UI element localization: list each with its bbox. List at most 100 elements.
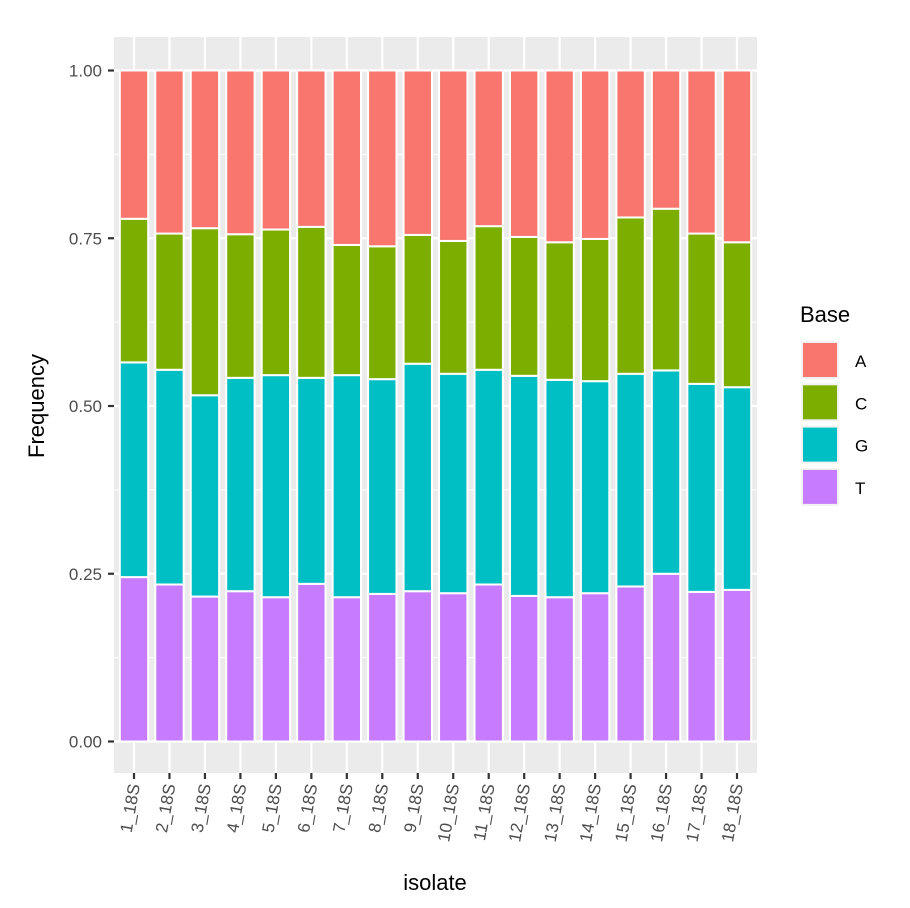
bar-segment-G bbox=[367, 378, 398, 595]
bar-stack bbox=[721, 69, 753, 743]
y-tick-label: 0.00 bbox=[69, 733, 102, 752]
bar-segment-T bbox=[544, 596, 575, 743]
bar-segment-A bbox=[544, 69, 575, 244]
bar-segment-T bbox=[331, 596, 363, 743]
x-tick-label: 4_18S bbox=[223, 782, 250, 834]
bar-segment-C bbox=[615, 216, 646, 375]
x-axis: 1_18S 2_18S 3_18S 4_18S 5_18S 6_18S 7_18S 8_18S… bbox=[117, 773, 747, 843]
bar-segment-A bbox=[225, 69, 256, 236]
bar-segment-T bbox=[721, 588, 753, 743]
bar-segment-G bbox=[154, 368, 185, 586]
bar-segment-T bbox=[260, 596, 292, 743]
bar-stack bbox=[579, 69, 611, 743]
bar-stack bbox=[118, 69, 150, 743]
bar-segment-A bbox=[508, 69, 540, 238]
bar-segment-G bbox=[260, 374, 292, 599]
bar-stack bbox=[615, 69, 646, 743]
bar-segment-A bbox=[686, 69, 717, 235]
bar-segment-C bbox=[579, 237, 611, 383]
bar-segment-T bbox=[473, 583, 504, 743]
bar-segment-A bbox=[154, 69, 185, 235]
x-tick-label: 11_18S bbox=[470, 782, 499, 842]
y-axis-title: Frequency bbox=[24, 354, 49, 458]
bar-segment-A bbox=[260, 69, 292, 231]
bar-segment-A bbox=[402, 69, 433, 236]
bar-segment-G bbox=[650, 369, 682, 575]
bar-segment-G bbox=[296, 376, 327, 585]
bar-segment-C bbox=[118, 217, 150, 364]
bar-segment-G bbox=[225, 376, 256, 593]
legend: Base A C G T bbox=[800, 302, 868, 506]
legend-item-G: G bbox=[801, 425, 868, 464]
x-tick-label: 14_18S bbox=[576, 782, 605, 843]
x-tick-label: 7_18S bbox=[330, 782, 357, 834]
bar-segment-T bbox=[615, 585, 646, 743]
bar-segment-A bbox=[189, 69, 221, 230]
legend-item-A: A bbox=[801, 341, 867, 379]
bar-stack bbox=[296, 69, 327, 743]
bar-segment-G bbox=[508, 374, 540, 597]
x-tick-label: 8_18S bbox=[365, 782, 392, 834]
bar-segment-A bbox=[438, 69, 469, 242]
bar-segment-A bbox=[473, 69, 504, 228]
bar-stack bbox=[367, 69, 398, 743]
y-tick-label: 0.50 bbox=[69, 397, 102, 416]
bar-segment-T bbox=[296, 582, 327, 743]
bar-segment-C bbox=[189, 227, 221, 397]
bar-segment-A bbox=[650, 69, 682, 210]
legend-label: A bbox=[855, 352, 867, 371]
bar-segment-G bbox=[331, 374, 363, 599]
legend-swatch bbox=[803, 343, 837, 377]
bar-segment-T bbox=[650, 572, 682, 743]
bar-stack bbox=[154, 69, 185, 743]
bar-segment-A bbox=[367, 69, 398, 248]
bar-segment-C bbox=[721, 241, 753, 389]
bar-stack bbox=[189, 69, 221, 743]
bar-segment-C bbox=[225, 233, 256, 379]
bar-segment-C bbox=[296, 225, 327, 379]
bar-segment-A bbox=[296, 69, 327, 228]
legend-swatch bbox=[803, 385, 837, 420]
y-tick-label: 0.75 bbox=[69, 229, 102, 248]
bar-stack bbox=[544, 69, 575, 743]
bar-stack bbox=[260, 69, 292, 743]
x-tick-label: 1_18S bbox=[117, 782, 144, 834]
bar-segment-G bbox=[544, 378, 575, 599]
bar-stack bbox=[225, 69, 256, 743]
bar-segment-C bbox=[686, 232, 717, 385]
bar-segment-A bbox=[118, 69, 150, 220]
x-tick-label: 5_18S bbox=[259, 782, 286, 834]
bar-stack bbox=[402, 69, 433, 743]
y-tick-label: 0.25 bbox=[69, 565, 102, 584]
bar-stack bbox=[508, 69, 540, 743]
legend-label: G bbox=[855, 437, 868, 456]
bar-stack bbox=[686, 69, 717, 743]
bar-segment-G bbox=[118, 361, 150, 579]
x-tick-label: 6_18S bbox=[294, 782, 321, 834]
bar-segment-C bbox=[650, 207, 682, 372]
bar-segment-T bbox=[367, 592, 398, 743]
x-tick-label: 3_18S bbox=[188, 782, 215, 834]
bar-stack bbox=[650, 69, 682, 743]
bar-segment-C bbox=[331, 243, 363, 377]
bar-segment-G bbox=[189, 394, 221, 598]
x-tick-label: 12_18S bbox=[505, 782, 534, 843]
bar-segment-T bbox=[579, 592, 611, 743]
x-tick-label: 15_18S bbox=[612, 782, 641, 843]
bar-segment-G bbox=[402, 362, 433, 593]
x-axis-title: isolate bbox=[403, 870, 467, 895]
bar-segment-T bbox=[686, 590, 717, 743]
legend-label: C bbox=[855, 394, 867, 413]
bar-segment-T bbox=[189, 595, 221, 743]
legend-item-C: C bbox=[801, 383, 867, 422]
bar-segment-T bbox=[402, 590, 433, 743]
x-tick-label: 18_18S bbox=[718, 782, 747, 843]
bar-segment-C bbox=[260, 228, 292, 377]
bar-segment-T bbox=[154, 583, 185, 743]
legend-label: T bbox=[855, 479, 865, 498]
bar-segment-G bbox=[615, 372, 646, 588]
legend-item-T: T bbox=[801, 467, 865, 506]
bar-stack bbox=[438, 69, 469, 743]
x-tick-label: 9_18S bbox=[400, 782, 427, 834]
